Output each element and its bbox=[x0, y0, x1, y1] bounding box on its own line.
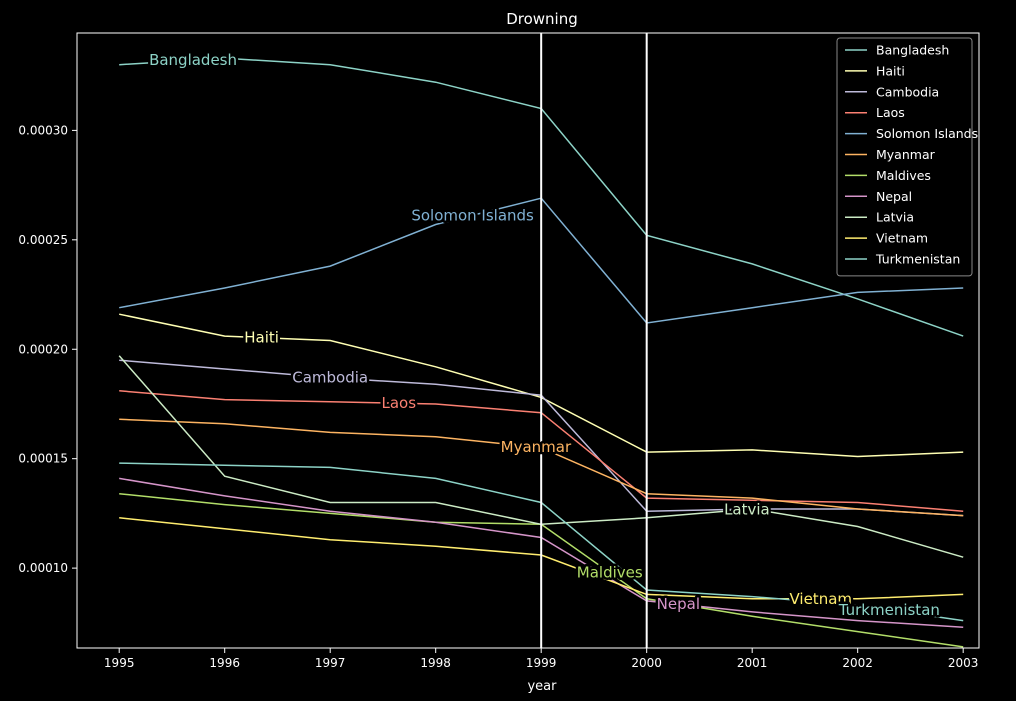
legend: Bangladesh Haiti Cambodia Laos Solomon Islan… bbox=[836, 37, 978, 277]
inline-label-bangladesh: Bangladesh bbox=[149, 51, 237, 69]
plot-area: 1995 1996 1997 1998 1999 2000 2001 2002 2003 0.00… bbox=[18, 32, 980, 670]
legend-entry: Solomon Islands bbox=[876, 126, 978, 141]
legend-entry: Maldives bbox=[876, 168, 931, 183]
axes-frame bbox=[76, 32, 980, 649]
legend-entry: Bangladesh bbox=[876, 43, 949, 58]
x-tick-label: 2003 bbox=[948, 656, 979, 670]
x-tick-label: 2001 bbox=[737, 656, 768, 670]
legend-entry: Latvia bbox=[876, 210, 914, 225]
inline-label-vietnam: Vietnam bbox=[789, 590, 852, 608]
chart-title: Drowning bbox=[506, 10, 578, 28]
inline-label-maldives: Maldives bbox=[577, 564, 643, 582]
x-tick-label: 1995 bbox=[104, 656, 135, 670]
inline-label-cambodia: Cambodia bbox=[292, 369, 368, 387]
x-tick-label: 2000 bbox=[631, 656, 662, 670]
x-tick-label: 1999 bbox=[526, 656, 557, 670]
x-tick-label: 2002 bbox=[842, 656, 873, 670]
legend-entry: Haiti bbox=[876, 63, 905, 78]
x-tick-label: 1998 bbox=[420, 656, 451, 670]
y-tick-label: 0.00010 bbox=[18, 561, 68, 575]
x-axis-label: year bbox=[527, 679, 557, 694]
legend-entry: Cambodia bbox=[876, 84, 939, 99]
legend-entry: Turkmenistan bbox=[875, 252, 960, 267]
y-tick-label: 0.00030 bbox=[18, 123, 68, 137]
inline-label-latvia: Latvia bbox=[724, 500, 770, 518]
inline-label-nepal: Nepal bbox=[657, 595, 700, 613]
x-tick-label: 1996 bbox=[209, 656, 240, 670]
legend-entry: Laos bbox=[876, 105, 905, 120]
x-tick-label: 1997 bbox=[315, 656, 346, 670]
inline-label-haiti: Haiti bbox=[244, 329, 279, 347]
legend-entry: Myanmar bbox=[876, 147, 936, 162]
inline-label-turkmenistan: Turkmenistan bbox=[838, 601, 940, 619]
inline-label-myanmar: Myanmar bbox=[501, 438, 572, 456]
legend-box bbox=[836, 37, 973, 277]
inline-label-solomon-islands: Solomon Islands bbox=[411, 206, 534, 224]
y-tick-label: 0.00020 bbox=[18, 342, 68, 356]
inline-label-laos: Laos bbox=[381, 394, 416, 412]
legend-entry: Nepal bbox=[876, 189, 912, 204]
y-tick-label: 0.00015 bbox=[18, 452, 68, 466]
y-tick-label: 0.00025 bbox=[18, 233, 68, 247]
legend-entry: Vietnam bbox=[876, 231, 928, 246]
